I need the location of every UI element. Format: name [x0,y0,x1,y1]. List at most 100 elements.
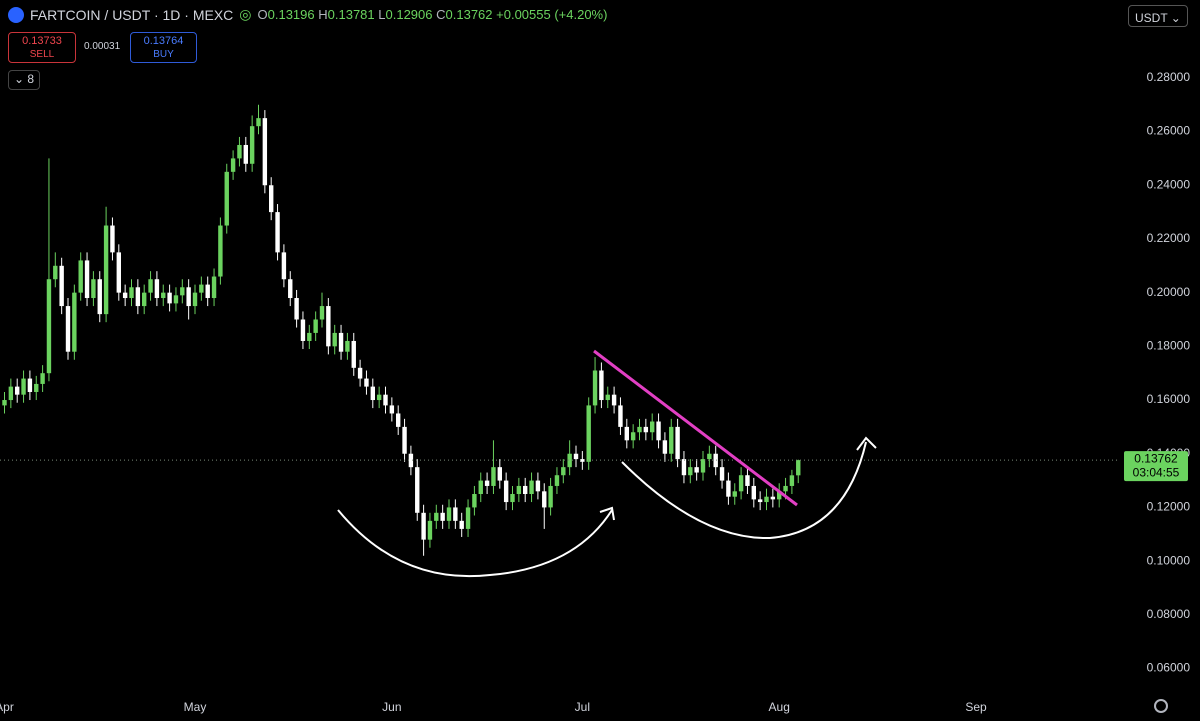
y-tick-label: 0.28000 [1147,70,1191,84]
symbol[interactable]: FARTCOIN / USDT · 1D · MEXC [30,6,234,23]
ohlc-label: C [436,7,446,22]
candle-body [192,292,198,307]
candle-body [249,126,255,164]
candle-body [592,370,598,406]
candle-body [770,496,776,500]
price-tag-countdown: 03:04:55 [1133,465,1180,479]
candle-body [65,306,71,352]
y-tick-label: 0.24000 [1147,177,1191,191]
candle-body [275,212,280,253]
candle-body [78,260,83,293]
candle-body [529,480,534,495]
candle-body [15,386,20,395]
candle-body [281,252,287,280]
candle-body [738,475,744,492]
candle-body [688,467,693,476]
price-tag [1124,451,1188,482]
candle-body [8,386,14,401]
candle-body [148,279,153,293]
candle-body [700,459,706,473]
candle-body [624,426,629,441]
candle-body [205,284,210,299]
candle-body [548,485,553,508]
ohlc-value: 0.12906 [385,7,433,22]
candle-body [122,292,128,299]
candle-body [256,118,261,127]
candle-body [459,520,464,529]
settings-icon[interactable] [1154,699,1168,713]
sell-label: SELL [29,49,55,60]
candle-body [656,421,661,441]
candle-body [478,480,483,495]
candle-body [116,252,121,293]
candle-body [97,279,102,315]
candle-body [707,453,712,460]
candle-body [351,340,356,368]
currency-select[interactable]: USDT ⌄ [1128,5,1188,27]
candle-body [224,171,229,226]
ohlc-label: L [378,7,386,22]
ohlc-value: 0.13196 [267,7,315,22]
ohlc-label: H [318,7,328,22]
buy-price: 0.13764 [143,35,184,47]
candle-body [230,158,236,172]
candle-body [142,292,147,307]
x-tick-label: Jul [575,700,590,714]
candle-body [605,394,610,401]
candle-body [154,279,160,299]
buy-button[interactable]: 0.13764 BUY [130,32,197,63]
candle-body [681,459,687,476]
candle-body [396,413,401,427]
candle-body [269,185,274,213]
candle-body [313,319,318,333]
sell-button[interactable]: 0.13733 SELL [8,32,76,63]
candle-body [783,485,788,492]
gear[interactable] [1154,699,1168,713]
candle-body [732,491,737,497]
candle-body [338,332,344,352]
candle-body [757,499,763,503]
candle-body [440,512,445,521]
price-tag-value: 0.13762 [1134,451,1178,465]
candle-body [332,332,337,347]
candle-body [777,491,782,500]
candle-body [211,276,217,299]
arrow-head [599,506,615,521]
candle-body [561,467,566,476]
candle-body [294,298,299,320]
candle-body [650,421,655,433]
y-tick-label: 0.12000 [1147,500,1191,514]
candle-body [167,292,172,304]
candle-body [751,485,756,500]
ohlc-value: 0.13762 [445,7,493,22]
candle-body [34,383,39,392]
candle-body [694,467,699,473]
ohlc-value: 0.13781 [327,7,375,22]
curve-arrow [337,509,613,578]
candle-body [567,453,572,468]
y-tick-label: 0.06000 [1147,661,1191,675]
change: +0.00555 (+4.20%) [496,7,608,22]
indicators-toggle[interactable]: ⌄ 8 [8,70,40,90]
candle-body [237,144,242,159]
candle-body [40,373,45,384]
candle-body [415,467,420,513]
candle-body [465,507,471,529]
candle-body [453,507,458,521]
legend-bar: FARTCOIN / USDT · 1D · MEXC ◎ O0.13196 H… [8,6,607,23]
candle-body [129,287,134,299]
ohlc: O0.13196 H0.13781 L0.12906 C0.13762 +0.0… [258,7,608,22]
candle-body [472,494,477,508]
x-tick-label: Apr [0,700,14,714]
candle-body [713,453,718,468]
candle-body [491,467,496,486]
x-tick-label: Aug [769,700,790,714]
candle-body [199,284,204,293]
candle-body [364,378,369,387]
candle-body [135,287,141,307]
candle-body [434,512,439,521]
x-tick-label: Jun [382,700,401,714]
candle-body [2,400,7,406]
candle-body [789,475,795,486]
y-tick-label: 0.16000 [1147,392,1191,406]
